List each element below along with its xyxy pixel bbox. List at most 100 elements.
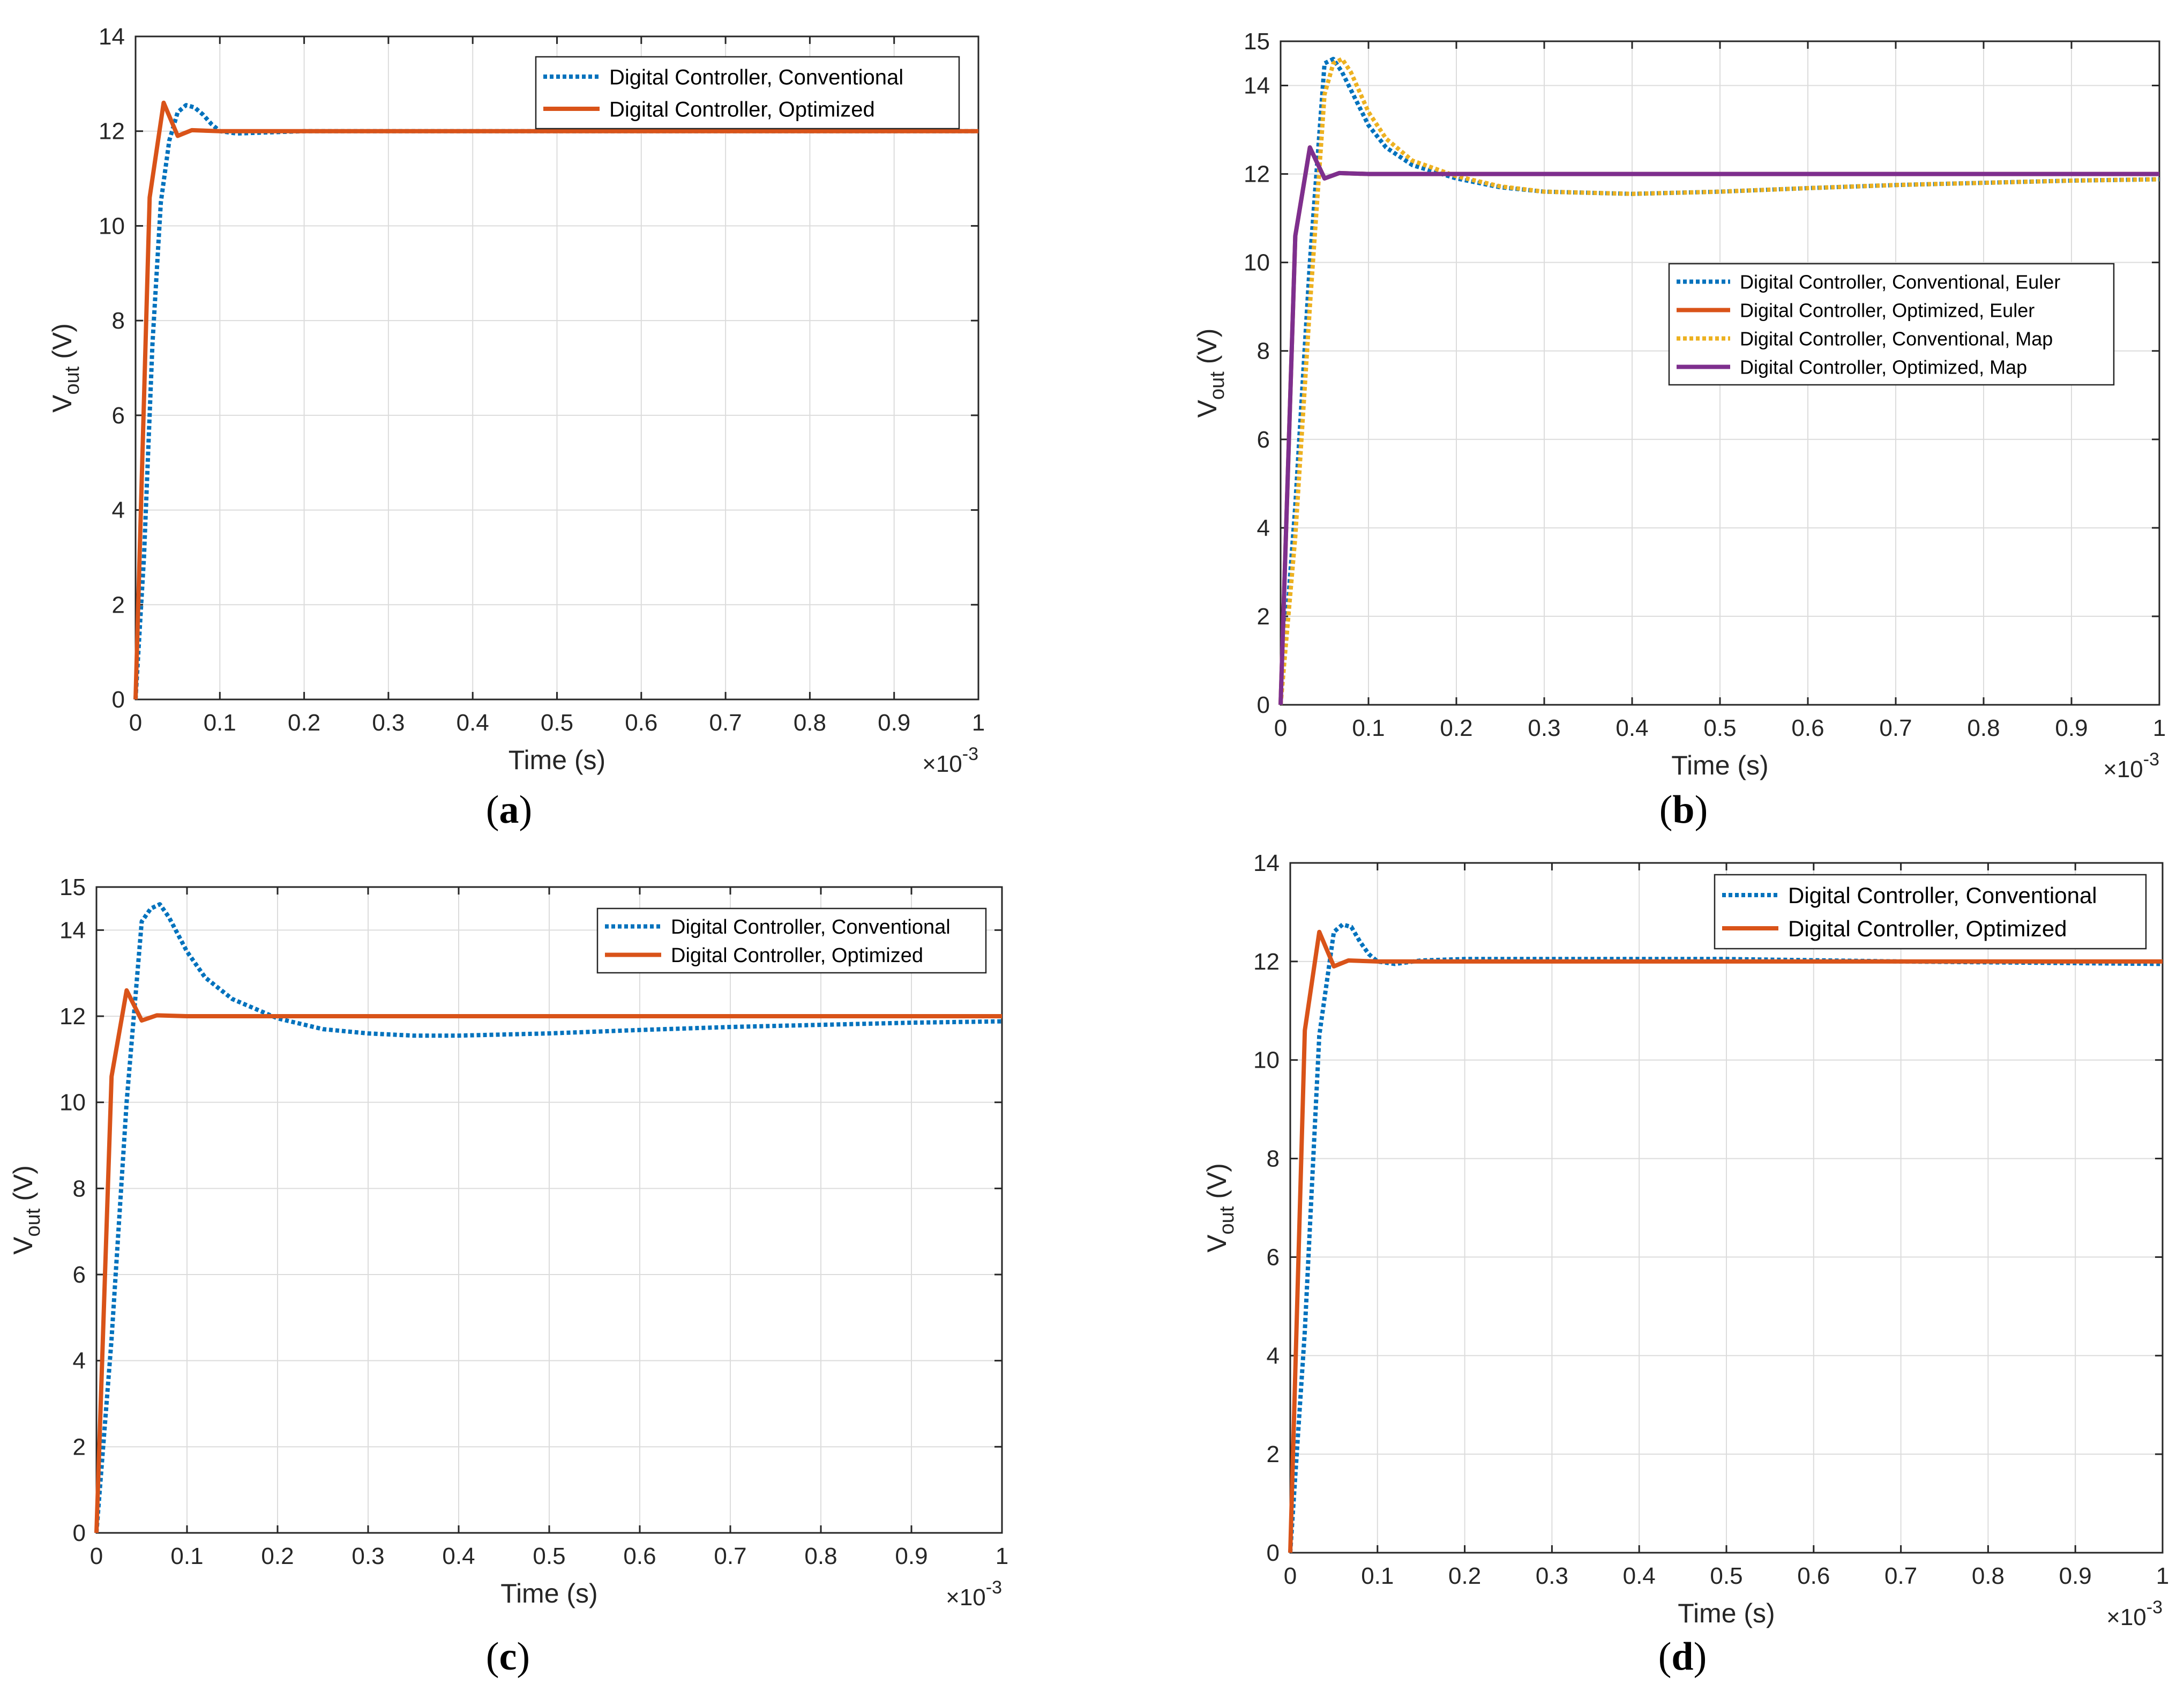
panel-caption: (a) xyxy=(486,788,532,832)
x-tick-label: 0.2 xyxy=(1440,715,1472,741)
x-tick-label: 0.7 xyxy=(709,710,742,736)
x-tick-label: 0.9 xyxy=(2059,1563,2092,1589)
legend: Digital Controller, Conventional Digital … xyxy=(596,907,987,974)
x-tick-label: 0 xyxy=(90,1543,103,1569)
y-tick-label: 4 xyxy=(112,497,125,524)
x-tick-label: 1 xyxy=(2153,715,2166,741)
x-tick-label: 0.6 xyxy=(1791,715,1824,741)
x-tick-label: 0.8 xyxy=(1972,1563,2005,1589)
legend-box xyxy=(596,907,987,974)
legend-box xyxy=(1668,263,2115,386)
y-tick-label: 0 xyxy=(1257,692,1270,718)
x-tick-label: 0.4 xyxy=(1623,1563,1656,1589)
x-tick-label: 1 xyxy=(972,710,985,736)
x-tick-label: 0.7 xyxy=(714,1543,746,1569)
legend-label: Digital Controller, Optimized xyxy=(609,98,875,121)
y-tick-label: 6 xyxy=(112,403,125,429)
y-tick-label: 14 xyxy=(59,917,86,943)
x-tick-label: 0.7 xyxy=(1884,1563,1917,1589)
y-tick-label: 0 xyxy=(112,687,125,713)
y-tick-label: 12 xyxy=(59,1003,86,1030)
legend-label: Digital Controller, Optimized, Map xyxy=(1740,356,2027,378)
x-tick-label: 0 xyxy=(1274,715,1287,741)
panel-caption: (b) xyxy=(1659,788,1708,832)
series-line-1 xyxy=(1288,922,2163,1553)
x-tick-label: 0.3 xyxy=(1528,715,1560,741)
legend-box xyxy=(1714,874,2147,950)
x-tick-label: 0.9 xyxy=(878,710,910,736)
y-tick-label: 0 xyxy=(1267,1540,1280,1566)
x-tick-label: 0.4 xyxy=(457,710,489,736)
y-axis-label: Vout (V) xyxy=(47,323,84,413)
x-tick-label: 0.8 xyxy=(1967,715,2000,741)
series-line-1 xyxy=(94,902,1003,1533)
y-tick-label: 12 xyxy=(1253,949,1280,975)
series-line-2 xyxy=(1288,929,2163,1553)
x-tick-label: 0.1 xyxy=(1352,715,1385,741)
x-axis-label: Time (s) xyxy=(1671,750,1768,780)
legend-label: Digital Controller, Optimized xyxy=(671,944,923,967)
legend-box xyxy=(535,56,960,130)
x-tick-label: 0.4 xyxy=(1615,715,1648,741)
chart-panel-d: 0 0.1 0.2 0.3 0.4 0.5 0.6 0.7 0.8 0.9 102468101214… xyxy=(1202,850,2169,1679)
panel-caption: (d) xyxy=(1658,1635,1707,1679)
y-tick-label: 2 xyxy=(73,1434,86,1460)
legend: Digital Controller, Conventional Digital … xyxy=(1714,874,2147,950)
x-tick-label: 0.1 xyxy=(204,710,236,736)
x-tick-label: 0.2 xyxy=(261,1543,294,1569)
y-tick-label: 10 xyxy=(1253,1047,1280,1074)
x-tick-label: 0.3 xyxy=(1536,1563,1568,1589)
chart-panel-b: 0 0.1 0.2 0.3 0.4 0.5 0.6 0.7 0.8 0.9 102468101214… xyxy=(1192,28,2166,832)
x-tick-label: 1 xyxy=(996,1543,1008,1569)
legend: Digital Controller, Conventional, Euler D… xyxy=(1668,263,2115,386)
x-tick-label: 0.2 xyxy=(1448,1563,1481,1589)
y-tick-label: 12 xyxy=(1244,161,1270,188)
x-tick-label: 0 xyxy=(129,710,142,736)
y-tick-label: 10 xyxy=(1244,250,1270,276)
x-tick-label: 0.6 xyxy=(1797,1563,1830,1589)
x-tick-label: 0.1 xyxy=(170,1543,203,1569)
series-line-1 xyxy=(1278,57,2160,705)
y-axis-label: Vout (V) xyxy=(1192,329,1229,418)
y-tick-label: 4 xyxy=(73,1348,86,1374)
y-tick-label: 15 xyxy=(1244,28,1270,55)
x-tick-label: 0 xyxy=(1284,1563,1297,1589)
legend-label: Digital Controller, Conventional xyxy=(609,65,903,89)
legend-label: Digital Controller, Conventional xyxy=(1788,883,2097,908)
x-tick-label: 0.4 xyxy=(442,1543,475,1569)
series-line-4 xyxy=(1278,145,2159,705)
chart-panel-a: 0 0.1 0.2 0.3 0.4 0.5 0.6 0.7 0.8 0.9 102468101214… xyxy=(47,24,985,832)
x-tick-label: 0.7 xyxy=(1879,715,1912,741)
x-axis-multiplier: ×10-3 xyxy=(922,744,978,777)
y-tick-label: 8 xyxy=(73,1175,86,1202)
panel-caption: (c) xyxy=(486,1635,530,1679)
series-line-1 xyxy=(133,103,978,700)
x-axis-multiplier: ×10-3 xyxy=(2106,1597,2163,1630)
legend-label: Digital Controller, Conventional, Euler xyxy=(1740,271,2060,293)
x-tick-label: 0.6 xyxy=(623,1543,656,1569)
y-tick-label: 14 xyxy=(1244,73,1270,99)
x-tick-label: 0.1 xyxy=(1361,1563,1394,1589)
x-tick-label: 1 xyxy=(2156,1563,2169,1589)
y-tick-label: 6 xyxy=(1267,1244,1280,1270)
y-tick-label: 6 xyxy=(73,1262,86,1288)
y-tick-label: 14 xyxy=(99,24,125,50)
y-tick-label: 4 xyxy=(1267,1343,1280,1369)
x-axis-multiplier: ×10-3 xyxy=(946,1577,1002,1611)
y-tick-label: 2 xyxy=(1257,604,1270,630)
y-tick-label: 8 xyxy=(1267,1146,1280,1172)
x-tick-label: 0.5 xyxy=(541,710,573,736)
x-axis-label: Time (s) xyxy=(508,745,605,775)
series-line-2 xyxy=(94,988,1002,1533)
legend: Digital Controller, Conventional Digital … xyxy=(535,56,960,130)
y-axis-label: Vout (V) xyxy=(8,1165,44,1255)
x-tick-label: 0.5 xyxy=(533,1543,565,1569)
x-tick-label: 0.2 xyxy=(288,710,320,736)
x-tick-label: 0.3 xyxy=(372,710,405,736)
y-tick-label: 2 xyxy=(112,592,125,618)
y-tick-label: 10 xyxy=(99,213,125,239)
y-tick-label: 15 xyxy=(59,874,86,900)
legend-label: Digital Controller, Conventional, Map xyxy=(1740,327,2053,349)
y-axis-label: Vout (V) xyxy=(1202,1163,1238,1253)
